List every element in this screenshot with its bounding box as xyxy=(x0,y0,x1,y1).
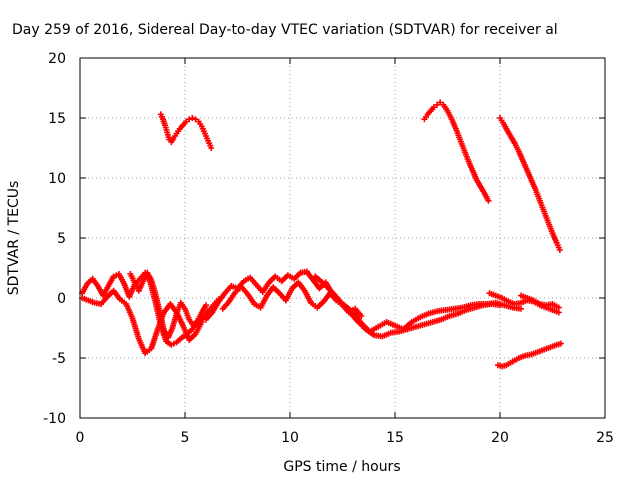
data-point xyxy=(192,116,199,123)
x-tick-label: 5 xyxy=(181,430,190,446)
x-axis-label: GPS time / hours xyxy=(283,459,400,475)
grid xyxy=(80,58,605,418)
y-tick-label: -10 xyxy=(43,411,66,427)
data-point xyxy=(434,101,440,108)
data-point xyxy=(198,319,205,325)
series-track-13 xyxy=(518,292,562,311)
series-track-8 xyxy=(203,268,342,323)
data-point xyxy=(556,247,563,253)
x-tick-label: 0 xyxy=(76,430,85,446)
series-track-4 xyxy=(494,340,564,370)
data-point xyxy=(189,115,196,121)
x-tick-label: 10 xyxy=(281,430,299,446)
data-point xyxy=(485,197,492,204)
y-tick-label: 15 xyxy=(48,111,66,127)
data-point xyxy=(557,340,564,347)
chart-title: Day 259 of 2016, Sidereal Day-to-day VTE… xyxy=(12,22,558,38)
data-point xyxy=(430,104,437,111)
series-track-7 xyxy=(127,269,209,341)
data-point xyxy=(358,313,365,319)
series-track-1 xyxy=(157,111,215,151)
y-axis-label: SDTVAR / TECUs xyxy=(6,181,22,296)
y-tick-label: 5 xyxy=(57,231,66,247)
plot-frame xyxy=(79,57,606,419)
data-point xyxy=(518,305,524,312)
data-point xyxy=(208,145,215,151)
y-tick-label: 10 xyxy=(48,171,66,187)
data-point xyxy=(437,99,444,106)
x-tick-label: 20 xyxy=(491,430,509,446)
y-tick-label: -5 xyxy=(52,351,66,367)
data-points xyxy=(79,99,564,370)
series-track-9 xyxy=(219,279,365,319)
data-point xyxy=(203,302,209,309)
series-track-2 xyxy=(421,99,492,204)
series-track-5 xyxy=(79,269,222,348)
series-track-6 xyxy=(79,287,205,357)
y-tick-label: 20 xyxy=(48,51,66,67)
series-track-11 xyxy=(341,299,524,335)
data-point xyxy=(555,304,562,311)
x-tick-label: 15 xyxy=(386,430,404,446)
y-tick-label: 0 xyxy=(57,291,66,307)
data-point xyxy=(183,118,190,125)
axis-ticks: 0 5 10 15 20 25 -10 -5 0 5 10 15 20 xyxy=(43,51,614,446)
series-track-3 xyxy=(497,115,563,253)
x-tick-label: 25 xyxy=(596,430,614,446)
data-point xyxy=(186,116,193,123)
